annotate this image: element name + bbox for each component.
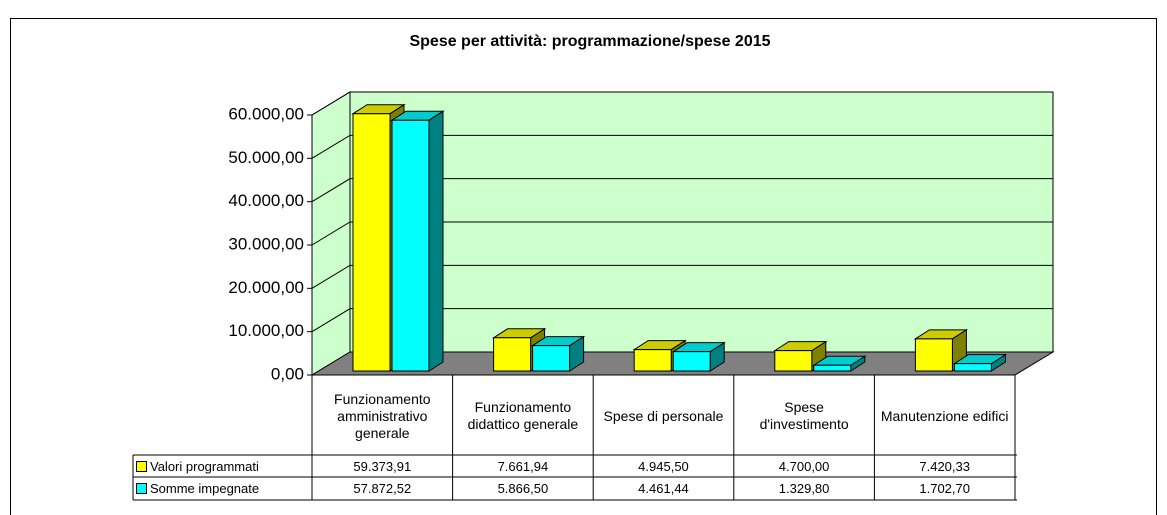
grid-line [311,178,1053,203]
bar-front [953,363,992,372]
data-label: 4.461,44 [638,480,689,496]
legend-entry: Somme impegnate [136,477,259,499]
bar-front [391,119,430,372]
data-label: 57.872,52 [353,480,412,496]
y-tick-label: 30.000,00 [228,234,304,253]
y-tick-label: 0,00 [271,364,304,383]
legend-label: Valori programmati [150,458,259,474]
bar [952,353,1008,372]
bar-front [914,338,953,372]
data-label: 1.329,80 [778,480,830,496]
bar-front [352,113,391,372]
grid-line [311,308,1053,333]
grid-line [311,91,1053,116]
legend-swatch [136,460,147,472]
bar [671,341,726,372]
data-label: 5.866,50 [497,480,549,496]
y-tick-label: 60.000,00 [228,104,304,123]
data-label: 1.702,70 [919,480,970,496]
x-tick-label: Funzionamento amministrativo generale [334,390,431,441]
bar-front [493,337,532,372]
legend-swatch [136,482,147,494]
bar-front [672,351,711,372]
bar-front [633,349,672,372]
bar-front [532,345,571,372]
bar-side [428,110,444,372]
data-label: 7.420,33 [919,458,970,474]
data-label: 59.373,91 [353,458,412,474]
x-tick-label: Funzionamento didattico generale [467,399,579,432]
y-tick-label: 40.000,00 [228,191,304,210]
y-tick-label: 20.000,00 [228,278,304,297]
data-label: 4.945,50 [638,458,689,474]
data-label: 7.661,94 [497,458,549,474]
chart-title: Spese per attività: programmazione/spese… [409,33,770,50]
x-tick-label: Manutenzione edifici [880,407,1009,424]
y-tick-label: 50.000,00 [228,148,304,167]
data-label: 4.700,00 [778,458,830,474]
bar [390,110,445,372]
x-tick-label: Spese d'investimento [759,399,849,432]
grid-line [311,221,1053,246]
grid-line [311,264,1053,289]
x-tick-label: Spese di personale [603,407,724,424]
bar [812,355,867,372]
legend-label: Somme impegnate [150,480,260,496]
grid-line [311,134,1053,159]
legend-entry: Valori programmati [136,455,259,477]
bar [530,335,586,372]
bar-front [774,350,813,372]
bar-front [813,364,852,372]
y-tick-label: 10.000,00 [228,321,304,340]
